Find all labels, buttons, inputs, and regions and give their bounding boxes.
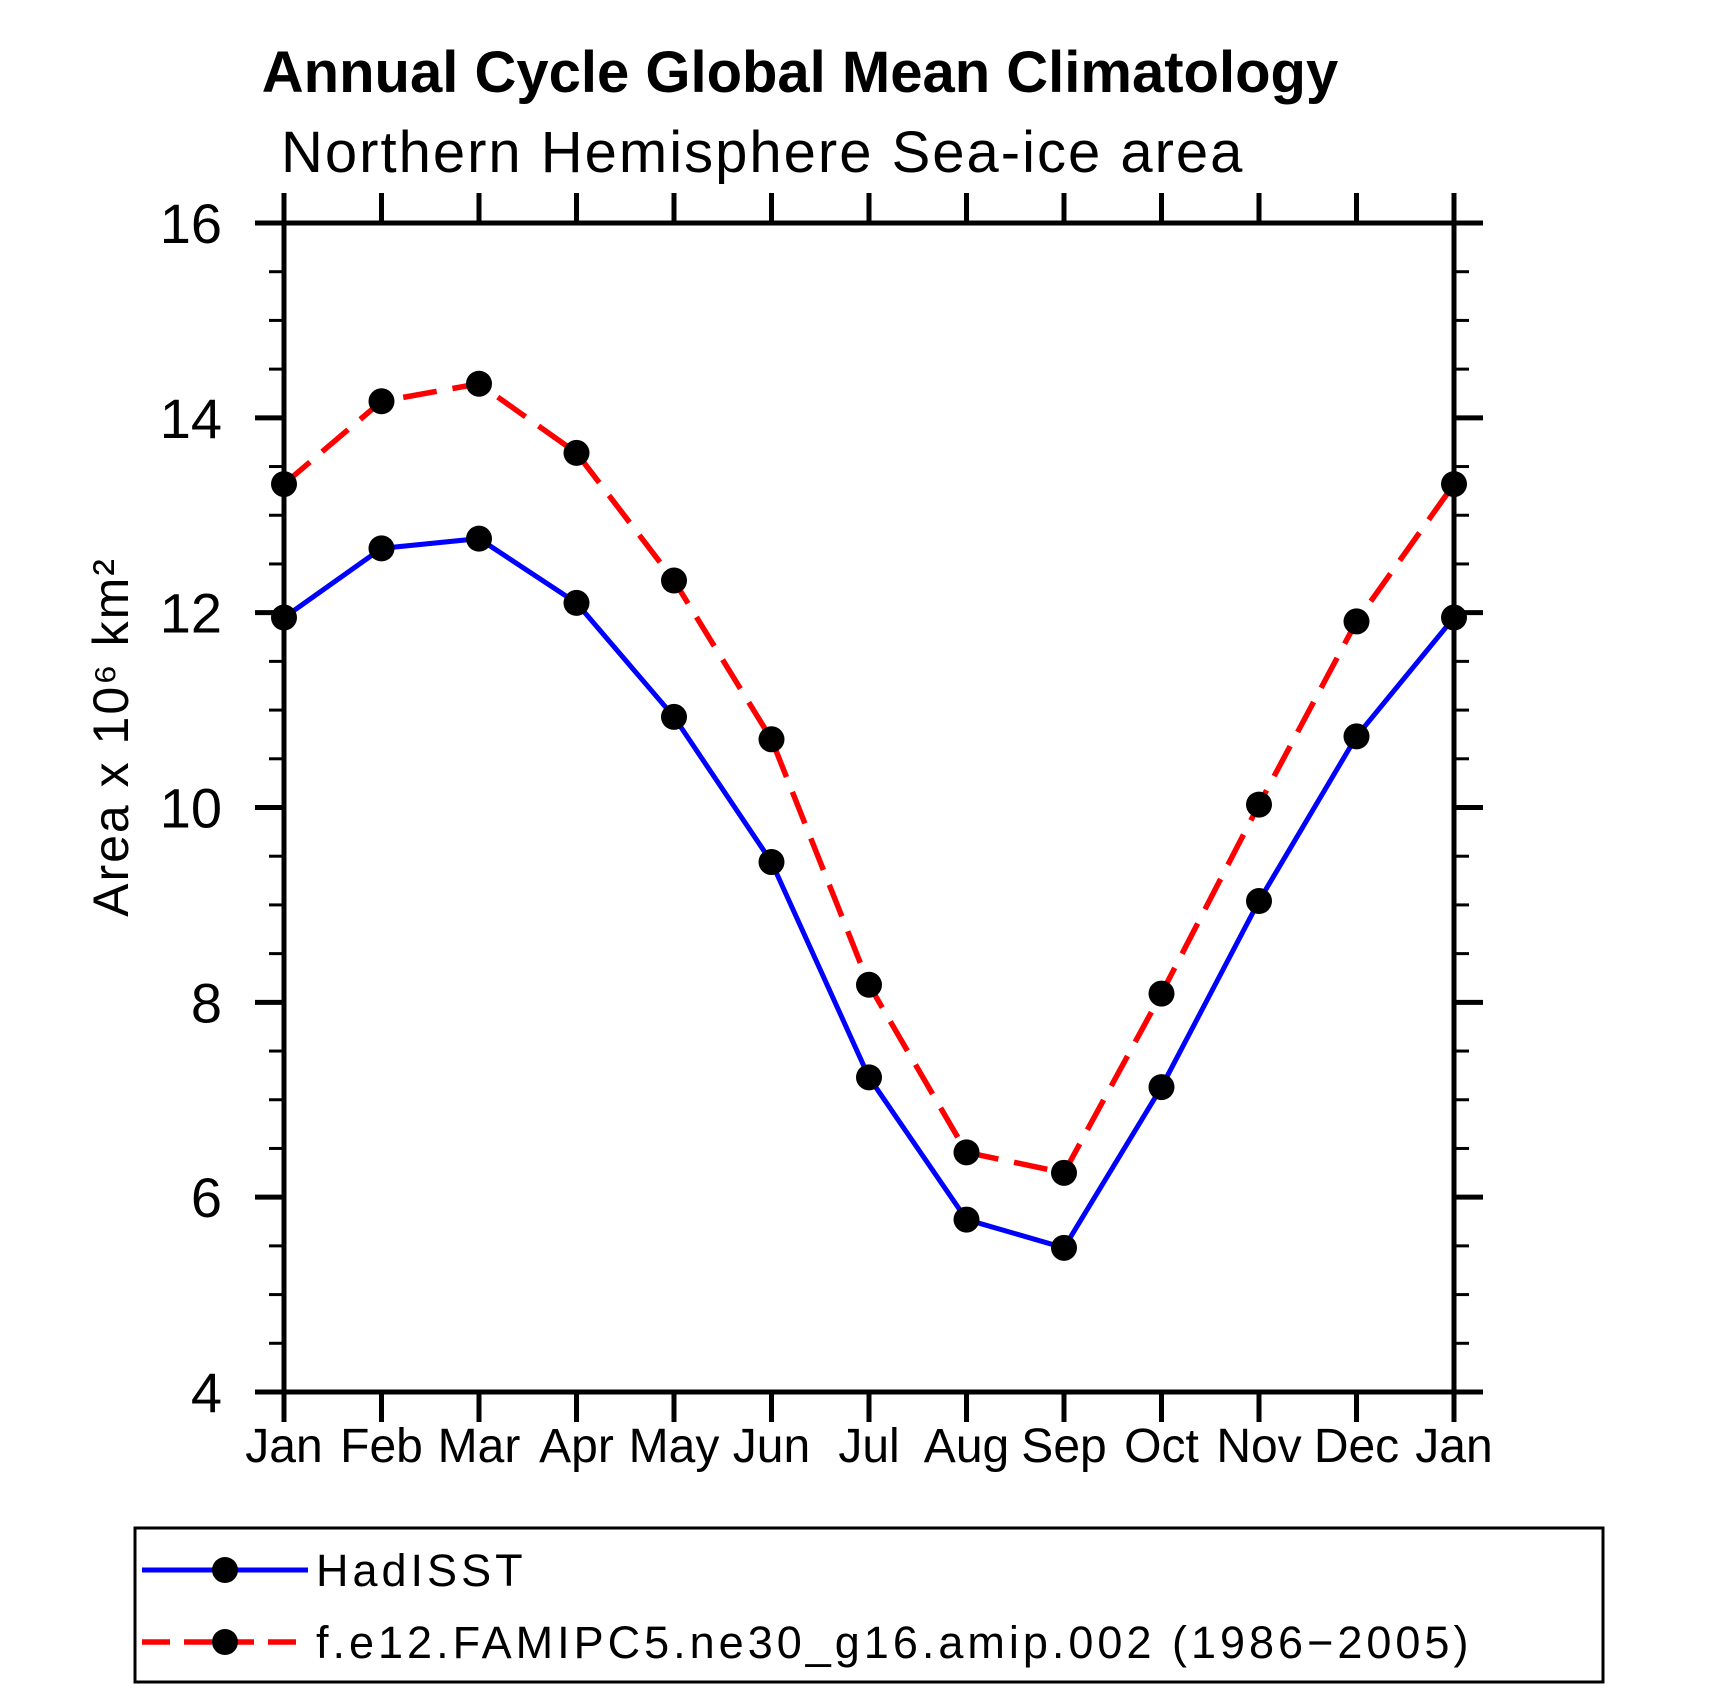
y-tick-label: 6 bbox=[191, 1166, 222, 1229]
data-point-marker bbox=[1051, 1159, 1077, 1186]
x-tick-label: Jan bbox=[1415, 1420, 1492, 1473]
y-tick-label: 8 bbox=[191, 971, 222, 1034]
legend-label: HadISST bbox=[316, 1545, 527, 1596]
x-tick-label: Dec bbox=[1314, 1420, 1399, 1473]
legend-marker bbox=[212, 1629, 238, 1655]
data-point-marker bbox=[563, 439, 590, 466]
data-point-marker bbox=[1246, 791, 1272, 818]
x-tick-label: Nov bbox=[1216, 1420, 1301, 1473]
data-point-marker bbox=[953, 1139, 980, 1166]
x-tick-label: May bbox=[629, 1420, 720, 1473]
y-tick-label: 4 bbox=[191, 1361, 222, 1424]
x-tick-label: Apr bbox=[539, 1420, 614, 1473]
x-tick-label: Feb bbox=[340, 1420, 423, 1473]
data-point-marker bbox=[466, 370, 492, 397]
data-point-marker bbox=[953, 1206, 980, 1233]
data-point-marker bbox=[1343, 723, 1370, 750]
data-point-marker bbox=[271, 471, 297, 498]
x-tick-label: Aug bbox=[924, 1420, 1009, 1473]
data-point-marker bbox=[563, 589, 590, 616]
data-point-marker bbox=[856, 971, 882, 998]
plot-frame bbox=[281, 220, 1457, 1395]
y-tick-label: 14 bbox=[160, 387, 222, 450]
x-tick-label: Jan bbox=[245, 1420, 322, 1473]
data-point-marker bbox=[271, 604, 297, 631]
x-tick-label: Sep bbox=[1021, 1420, 1106, 1473]
data-point-marker bbox=[466, 525, 492, 552]
y-tick-label: 16 bbox=[160, 192, 222, 255]
data-point-marker bbox=[758, 726, 785, 753]
data-point-marker bbox=[1343, 608, 1370, 635]
data-series bbox=[271, 370, 1467, 1261]
data-point-marker bbox=[1441, 471, 1467, 498]
axes: Jan Feb Mar Apr May Jun Jul Aug Sep Oct Nov Dec Jan 1… bbox=[160, 192, 1493, 1473]
y-tick-label: 10 bbox=[160, 777, 222, 840]
data-point-marker bbox=[1148, 980, 1175, 1007]
chart-subtitle: Northern Hemisphere Sea-ice area bbox=[281, 120, 1244, 185]
x-tick-label: Jun bbox=[733, 1420, 810, 1473]
y-tick-label: 12 bbox=[160, 582, 222, 645]
legend-box-group: HadISST f.e12.FAMIPC5.ne30_g16.amip.002 (… bbox=[133, 1526, 1605, 1684]
data-point-marker bbox=[1441, 604, 1467, 631]
data-point-marker bbox=[1246, 888, 1272, 915]
legend-label: f.e12.FAMIPC5.ne30_g16.amip.002 (1986−20… bbox=[316, 1617, 1472, 1668]
legend-marker bbox=[212, 1557, 238, 1583]
data-point-marker bbox=[368, 388, 395, 415]
legend-box bbox=[133, 1526, 1605, 1684]
y-axis-label: Area x 10⁶ km² bbox=[83, 557, 139, 917]
data-point-marker bbox=[368, 535, 395, 562]
data-point-marker bbox=[1051, 1234, 1077, 1261]
chart-title: Annual Cycle Global Mean Climatology bbox=[262, 40, 1338, 105]
data-point-marker bbox=[661, 567, 687, 594]
series-line-hadisst bbox=[282, 536, 1456, 1251]
series-line-model bbox=[282, 380, 1457, 1176]
data-point-marker bbox=[758, 849, 785, 876]
data-point-marker bbox=[661, 703, 687, 730]
x-tick-label: Oct bbox=[1124, 1420, 1199, 1473]
data-point-marker bbox=[1148, 1074, 1175, 1101]
data-point-marker bbox=[856, 1064, 882, 1091]
x-tick-label: Jul bbox=[838, 1420, 899, 1473]
x-tick-label: Mar bbox=[438, 1420, 521, 1473]
